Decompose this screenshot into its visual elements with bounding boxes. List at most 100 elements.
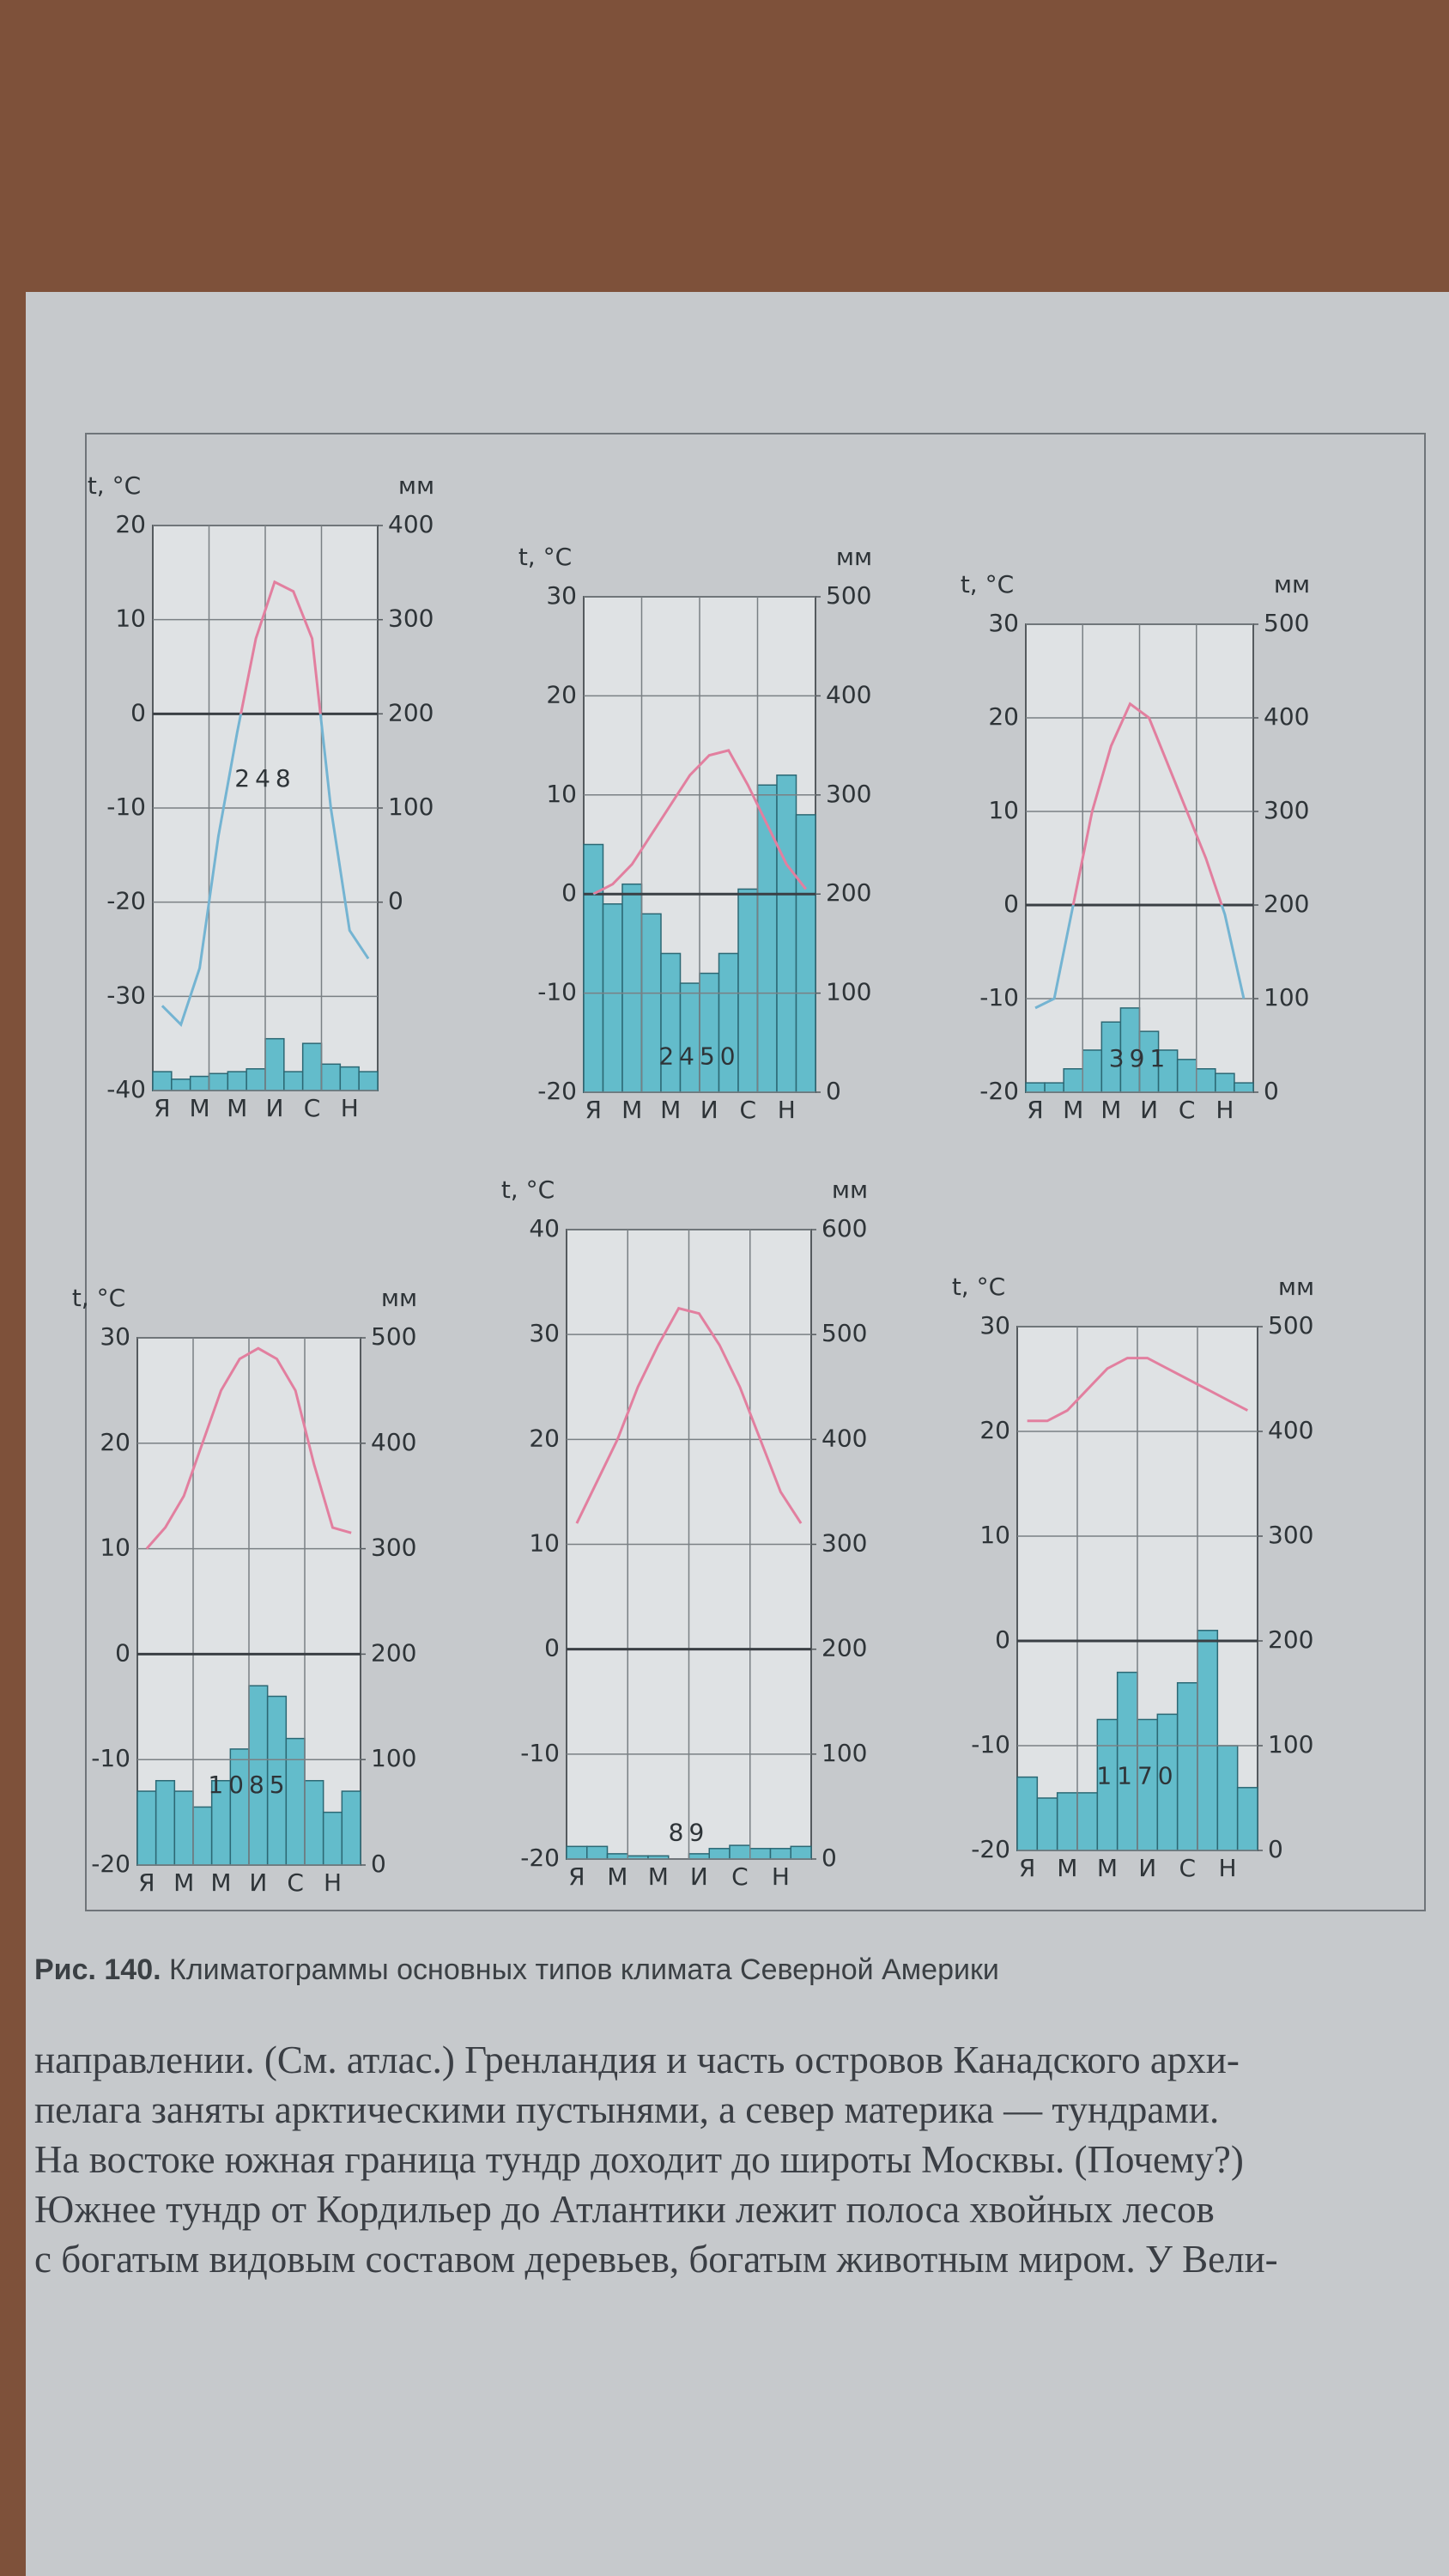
temperature-line	[1034, 702, 1246, 1010]
y2-tick-label: 200	[388, 698, 433, 726]
y-tick-label: -20	[537, 1077, 577, 1105]
precipitation-bar	[227, 1071, 247, 1091]
y-tick-label: -10	[520, 1739, 560, 1767]
y-tick-label: -40	[106, 1075, 146, 1103]
x-tick-label: С	[1179, 1096, 1196, 1124]
precipitation-bar	[699, 972, 720, 1093]
x-tick-label: М	[1100, 1096, 1121, 1124]
x-tick-label: М	[173, 1868, 194, 1897]
precipitation-bar	[301, 1042, 323, 1091]
y-tick-label: 0	[115, 1638, 130, 1667]
x-tick-label: М	[1063, 1096, 1083, 1124]
precipitation-bar	[1234, 1082, 1254, 1093]
y-tick-label: 20	[546, 680, 577, 708]
y2-tick-label: 300	[1268, 1521, 1313, 1549]
x-tick-label: И	[1140, 1096, 1158, 1124]
temperature-line	[161, 580, 370, 1028]
precipitation-bar	[1082, 1049, 1103, 1093]
y2-axis-label: мм	[1274, 570, 1310, 598]
annual-precipitation: 89	[669, 1819, 710, 1847]
precipitation-bar	[1056, 1792, 1078, 1851]
precipitation-bar	[155, 1780, 176, 1866]
precipitation-bar	[1215, 1072, 1235, 1093]
precipitation-bar	[1016, 1776, 1039, 1851]
x-tick-label: М	[660, 1096, 681, 1124]
precipitation-bar	[173, 1790, 194, 1866]
precipitation-bar	[341, 1790, 361, 1866]
precipitation-bar	[320, 1063, 342, 1091]
precipitation-bar	[322, 1811, 343, 1866]
precipitation-bar	[1036, 1797, 1058, 1851]
text-line: с богатым видовым составом деревьев, бог…	[34, 2238, 1278, 2281]
y2-axis-label: мм	[832, 1176, 868, 1204]
temperature-line	[592, 749, 807, 896]
y2-tick-label: 100	[826, 978, 871, 1006]
y2-tick-label: 200	[1268, 1625, 1313, 1654]
x-tick-label: И	[265, 1094, 283, 1122]
y-tick-label: 10	[115, 605, 146, 633]
precipitation-bar	[1176, 1682, 1198, 1851]
x-tick-label: Н	[778, 1096, 796, 1124]
y-tick-label: 10	[529, 1529, 560, 1558]
precipitation-bar	[1196, 1068, 1216, 1093]
y2-tick-label: 500	[822, 1319, 867, 1347]
x-tick-label: И	[1138, 1854, 1156, 1882]
x-tick-label: Я	[585, 1096, 602, 1124]
y2-tick-label: 300	[388, 605, 433, 633]
y-axis-label: t, °C	[518, 543, 572, 571]
y2-tick-label: 200	[826, 878, 871, 907]
x-tick-label: И	[700, 1096, 718, 1124]
x-tick-label: М	[607, 1862, 627, 1891]
y2-tick-label: 100	[1268, 1730, 1313, 1759]
y-tick-label: -30	[106, 981, 146, 1009]
y2-tick-label: 300	[826, 780, 871, 808]
precipitation-bar	[606, 1853, 628, 1860]
precipitation-bar	[737, 888, 759, 1093]
x-tick-label: М	[210, 1868, 231, 1897]
y2-tick-label: 400	[822, 1424, 867, 1452]
precipitation-bar	[602, 902, 623, 1093]
x-tick-label: И	[249, 1868, 267, 1897]
y-tick-label: -20	[971, 1835, 1010, 1863]
figure-frame	[85, 433, 1426, 1911]
y2-tick-label: 100	[388, 793, 433, 821]
x-tick-label: М	[227, 1094, 247, 1122]
precipitation-bar	[566, 1845, 588, 1860]
precipitation-bar	[790, 1845, 812, 1860]
y2-tick-label: 200	[371, 1638, 416, 1667]
y-tick-label: -10	[537, 978, 577, 1006]
y-axis-label: t, °C	[961, 570, 1014, 598]
y-tick-label: 0	[544, 1634, 560, 1662]
precipitation-bar	[776, 774, 797, 1093]
y-tick-label: -10	[91, 1744, 130, 1772]
y-tick-label: 30	[979, 1311, 1010, 1340]
y-tick-label: -20	[91, 1850, 130, 1878]
precipitation-bar	[208, 1072, 229, 1091]
x-tick-label: М	[1057, 1854, 1077, 1882]
y2-tick-label: 500	[1264, 609, 1309, 637]
annual-precipitation: 1170	[1096, 1762, 1178, 1790]
precipitation-bar	[304, 1780, 324, 1866]
y-tick-label: 30	[100, 1322, 130, 1351]
y-tick-label: 0	[1003, 890, 1019, 918]
y-tick-label: 0	[561, 878, 577, 907]
caption-text: Климатограммы основных типов климата Сев…	[169, 1953, 999, 1986]
x-tick-label: Н	[341, 1094, 359, 1122]
caption-label: Рис. 140.	[34, 1953, 161, 1986]
precipitation-bar	[756, 784, 778, 1093]
precipitation-bar	[264, 1037, 285, 1091]
y2-tick-label: 500	[826, 581, 871, 610]
y2-tick-label: 0	[1264, 1077, 1279, 1105]
x-tick-label: Я	[138, 1868, 155, 1897]
y2-tick-label: 100	[1264, 983, 1309, 1012]
precipitation-bar	[708, 1848, 731, 1860]
x-tick-label: М	[189, 1094, 209, 1122]
x-tick-label: Н	[1216, 1096, 1234, 1124]
precipitation-bar	[152, 1071, 173, 1091]
precipitation-bar	[339, 1066, 360, 1091]
precipitation-bar	[189, 1075, 210, 1091]
